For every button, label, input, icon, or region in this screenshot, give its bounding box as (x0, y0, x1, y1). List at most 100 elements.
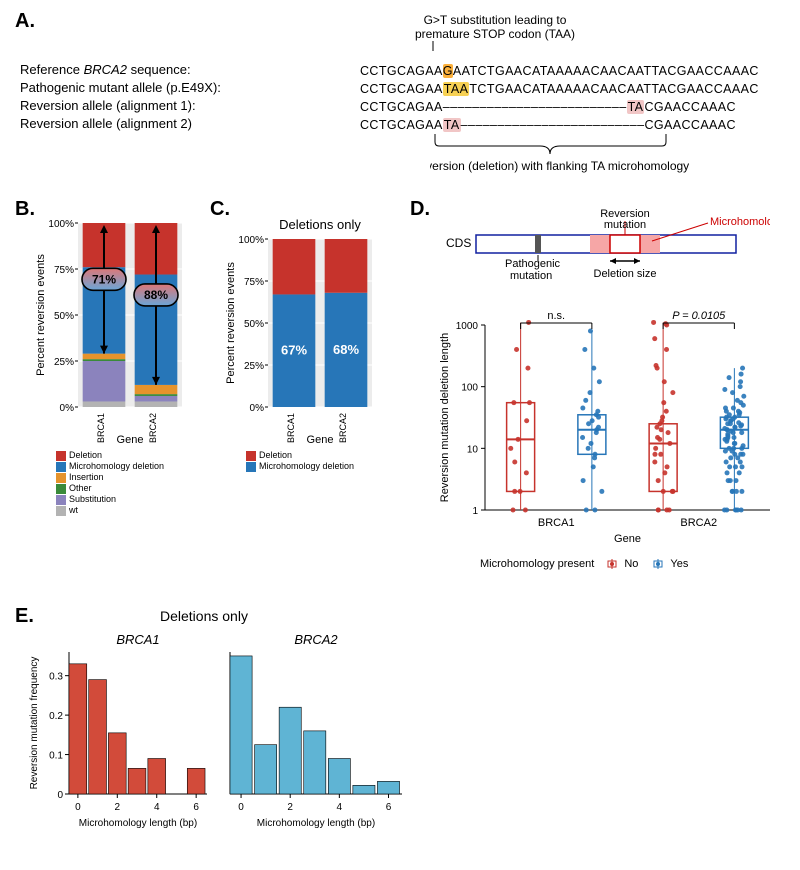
svg-text:Percent reversion events: Percent reversion events (35, 254, 47, 376)
bar-segment (135, 385, 178, 394)
seq-row-label: Reversion allele (alignment 2) (20, 116, 192, 131)
seq-row-label: Pathogenic mutant allele (p.E49X): (20, 80, 221, 95)
panel-d-legend: Microhomology presentNoYes (480, 558, 698, 570)
svg-text:2: 2 (115, 802, 121, 813)
svg-text:50%: 50% (54, 311, 74, 322)
panel-e-title: Deletions only (160, 608, 248, 624)
svg-text:0%: 0% (60, 403, 75, 414)
panel-a-header-line2: premature STOP codon (TAA) (365, 27, 625, 41)
svg-text:Gene: Gene (307, 434, 334, 445)
svg-text:BRCA2: BRCA2 (148, 413, 158, 443)
bar-segment (83, 354, 126, 360)
svg-text:P = 0.0105: P = 0.0105 (672, 310, 726, 322)
legend-item: Microhomology deletion (56, 461, 164, 472)
svg-text:Pathogenic: Pathogenic (505, 258, 561, 270)
panel-d-label: D. (410, 198, 430, 221)
svg-text:Reversion mutation frequency: Reversion mutation frequency (29, 657, 40, 790)
svg-text:100%: 100% (48, 219, 74, 230)
svg-text:Gene: Gene (117, 434, 144, 445)
seq-rev2: CCTGCAGAATA–––––––––––––––––––––––––CGAA… (360, 116, 759, 134)
svg-text:CDS: CDS (446, 236, 471, 250)
svg-text:Gene: Gene (614, 533, 641, 545)
svg-text:4: 4 (337, 802, 343, 813)
svg-text:BRCA1: BRCA1 (286, 413, 296, 443)
svg-text:25%: 25% (244, 361, 264, 372)
svg-text:BRCA2: BRCA2 (680, 517, 717, 529)
bar-segment (83, 361, 126, 401)
svg-text:100%: 100% (238, 235, 264, 246)
seq-rev1: CCTGCAGAA–––––––––––––––––––––––––TACGAA… (360, 98, 759, 116)
svg-text:Percent reversion events: Percent reversion events (225, 262, 237, 384)
bar-segment (135, 401, 178, 407)
legend-item: Deletion (56, 450, 164, 461)
svg-text:0.3: 0.3 (49, 672, 63, 683)
bracket-label: Reversion (deletion) with flanking TA mi… (430, 159, 689, 173)
svg-text:Microhomology?: Microhomology? (710, 216, 770, 228)
panel-a-header: G>T substitution leading topremature STO… (365, 13, 625, 58)
legend-item: Microhomology deletion (246, 461, 354, 472)
panel-c-legend: DeletionMicrohomology deletion (246, 450, 354, 472)
svg-text:mutation: mutation (510, 270, 552, 282)
bar-segment (273, 239, 316, 294)
svg-text:BRCA2: BRCA2 (294, 632, 338, 647)
panel-a-label: A. (15, 10, 35, 33)
svg-text:75%: 75% (244, 277, 264, 288)
svg-text:0.2: 0.2 (49, 711, 63, 722)
svg-text:BRCA1: BRCA1 (96, 413, 106, 443)
svg-text:1: 1 (472, 506, 478, 517)
panel-b-legend: DeletionMicrohomology deletionInsertionO… (56, 450, 164, 516)
legend-item: Insertion (56, 472, 164, 483)
seq-row-label: Reversion allele (alignment 1): (20, 98, 196, 113)
svg-text:68%: 68% (333, 342, 359, 357)
svg-text:88%: 88% (144, 288, 168, 302)
svg-text:4: 4 (154, 802, 160, 813)
panel-e-hist-brca2: 0 2 4 6 BRCA2 Microhomology length (bp) (220, 630, 410, 830)
panel-c-chart: 0%25%50%75%100%BRCA1BRCA267%68%Percent r… (220, 215, 380, 445)
panel-b-chart: 0% 25% 50% 75% 100% BRCA1 BRCA2 71% 88% Percent r… (30, 215, 190, 445)
svg-text:2: 2 (287, 802, 293, 813)
legend-item: wt (56, 505, 164, 516)
svg-text:0: 0 (57, 790, 63, 801)
svg-text:Deletions only: Deletions only (279, 217, 361, 232)
svg-text:10: 10 (467, 444, 479, 455)
panel-a-sequences: CCTGCAGAAGAATCTGAACATAAAAACAACAATTACGAAC… (360, 62, 759, 134)
svg-text:Microhomology length (bp): Microhomology length (bp) (257, 818, 375, 829)
svg-text:Microhomology length (bp): Microhomology length (bp) (79, 818, 197, 829)
panel-e-hist-brca1: 0 0.1 0.2 0.3 Reversion mutation frequency 0 2… (25, 630, 215, 830)
panel-a-bracket: Reversion (deletion) with flanking TA mi… (430, 134, 800, 174)
panel-a-header-line1: G>T substitution leading to (365, 13, 625, 27)
panel-a: A. G>T substitution leading topremature S… (10, 10, 790, 175)
svg-text:25%: 25% (54, 357, 74, 368)
seq-ref: CCTGCAGAAGAATCTGAACATAAAAACAACAATTACGAAC… (360, 62, 759, 80)
svg-text:100: 100 (461, 383, 478, 394)
svg-text:1000: 1000 (456, 321, 479, 332)
bar-segment (325, 239, 368, 293)
svg-text:Reversion mutation deletion le: Reversion mutation deletion length (439, 333, 451, 502)
panel-d-boxplot: 1 10 100 1000 Reversion mutation deletion le… (430, 300, 780, 580)
svg-text:0.1: 0.1 (49, 751, 63, 762)
svg-text:71%: 71% (92, 272, 116, 286)
svg-text:BRCA2: BRCA2 (338, 413, 348, 443)
svg-text:0: 0 (75, 802, 81, 813)
svg-text:BRCA1: BRCA1 (538, 517, 575, 529)
svg-text:BRCA1: BRCA1 (116, 632, 159, 647)
legend-item: Deletion (246, 450, 354, 461)
bar-segment (135, 394, 178, 396)
seq-row-label: Reference BRCA2 sequence: (20, 62, 191, 77)
bar-segment (83, 359, 126, 361)
svg-text:n.s.: n.s. (547, 310, 565, 322)
svg-text:0: 0 (238, 802, 244, 813)
svg-text:6: 6 (386, 802, 392, 813)
legend-item: Substitution (56, 494, 164, 505)
svg-text:mutation: mutation (604, 219, 646, 231)
bar-segment (135, 396, 178, 402)
svg-text:6: 6 (193, 802, 199, 813)
svg-text:67%: 67% (281, 343, 307, 358)
legend-item: Other (56, 483, 164, 494)
seq-pathogenic: CCTGCAGAATAATCTGAACATAAAAACAACAATTACGAAC… (360, 80, 759, 98)
svg-text:0%: 0% (250, 403, 265, 414)
svg-text:Deletion size: Deletion size (594, 268, 657, 280)
svg-text:75%: 75% (54, 265, 74, 276)
panel-d-diagram: CDS Reversion mutation Microhomology? Pa… (440, 205, 770, 295)
panel-e-label: E. (15, 605, 34, 628)
